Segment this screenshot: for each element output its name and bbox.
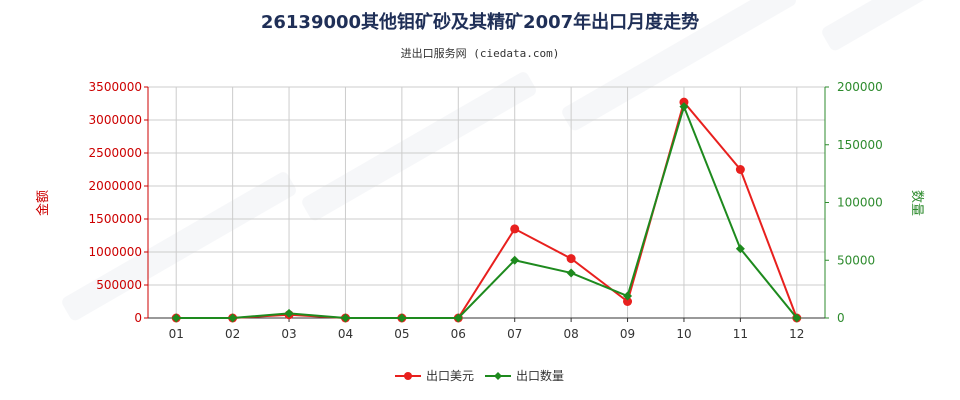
y-tick-label-right: 100000	[837, 196, 883, 210]
data-point-series-2	[171, 313, 181, 323]
y-tick-label-right: 150000	[837, 138, 883, 152]
data-point-series-2	[510, 255, 520, 265]
legend-marker	[494, 372, 502, 380]
x-tick-label: 06	[451, 327, 466, 341]
data-point-series-2	[284, 308, 294, 318]
y-tick-label-right: 0	[837, 311, 845, 325]
data-point-series-2	[453, 313, 463, 323]
x-tick-label: 10	[676, 327, 691, 341]
series-group	[171, 97, 802, 323]
x-tick-label: 03	[281, 327, 296, 341]
watermark-group	[62, 0, 960, 321]
x-tick-label: 11	[733, 327, 748, 341]
legend-label: 出口数量	[516, 368, 564, 383]
data-point-series-2	[566, 268, 576, 278]
watermark-band	[62, 172, 296, 321]
y-tick-label-left: 0	[134, 311, 142, 325]
x-tick-label: 07	[507, 327, 522, 341]
x-tick-label: 09	[620, 327, 635, 341]
data-point-series-2	[792, 313, 802, 323]
watermark-band	[562, 0, 796, 131]
y-tick-label-left: 3500000	[89, 80, 142, 94]
data-point-series-2	[397, 313, 407, 323]
chart-title: 26139000其他钼矿砂及其精矿2007年出口月度走势	[261, 11, 699, 33]
y-tick-label-left: 1500000	[89, 212, 142, 226]
data-point-series-1	[566, 254, 576, 264]
data-point-series-2	[623, 291, 633, 301]
x-tick-label: 12	[789, 327, 804, 341]
ticks: 0500000100000015000002000000250000030000…	[89, 80, 883, 341]
legend-label: 出口美元	[426, 369, 474, 383]
y-tick-label-left: 500000	[96, 278, 142, 292]
y-tick-label-right: 200000	[837, 80, 883, 94]
data-point-series-2	[340, 313, 350, 323]
chart-subtitle: 进出口服务网 (ciedata.com)	[401, 46, 560, 60]
data-point-series-2	[679, 102, 689, 112]
legend: 出口美元 出口数量	[395, 368, 564, 383]
data-point-series-1	[735, 165, 745, 174]
data-point-series-2	[228, 313, 238, 323]
legend-marker	[404, 372, 412, 380]
y-tick-label-right: 50000	[837, 253, 875, 267]
x-tick-label: 04	[338, 327, 353, 341]
y-axis-label-right: 数量	[909, 190, 924, 216]
y-tick-label-left: 1000000	[89, 245, 142, 259]
data-point-series-2	[735, 244, 745, 254]
series-line-1	[176, 100, 798, 319]
data-point-series-1	[623, 297, 633, 306]
x-tick-label: 02	[225, 327, 240, 341]
y-axis-label-left: 金额	[35, 190, 51, 216]
y-tick-label-left: 2500000	[89, 146, 142, 160]
watermark-band	[822, 0, 960, 51]
x-tick-label: 01	[169, 327, 184, 341]
watermark-band	[302, 72, 536, 221]
data-point-series-1	[510, 224, 520, 234]
x-tick-label: 05	[394, 327, 409, 341]
series-line-2	[176, 103, 798, 319]
x-tick-label: 08	[563, 327, 578, 341]
y-tick-label-left: 2000000	[89, 179, 142, 193]
y-tick-label-left: 3000000	[89, 113, 142, 127]
